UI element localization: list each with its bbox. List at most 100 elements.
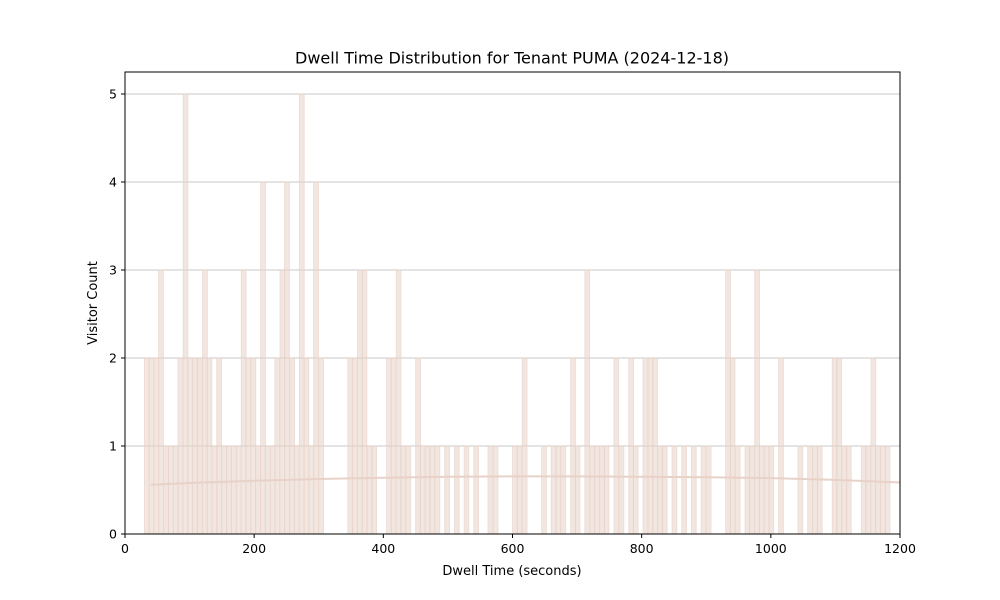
y-tick-label: 4 [109,175,117,190]
y-axis-ticks: 0 1 2 3 4 5 [109,87,125,542]
bar [768,445,775,535]
bar [758,445,765,535]
bar [812,445,819,535]
bar [729,357,736,535]
x-tick-label: 400 [371,541,395,556]
bar [313,181,319,535]
bar [570,357,576,535]
bar [763,445,770,535]
bar [642,357,649,535]
bar [473,445,479,535]
bar [153,357,160,535]
bar [516,445,523,535]
bar [632,445,639,535]
bar [303,357,310,535]
bar [235,445,242,535]
bar [231,445,237,535]
bar [778,357,784,535]
bar [661,445,668,535]
bar [351,357,358,535]
bar [754,269,760,535]
bar [192,357,199,535]
bar [255,445,261,535]
bar [444,445,450,535]
bar [298,93,305,535]
bar [845,445,852,535]
bar [250,357,257,535]
bar [725,269,731,535]
bar [521,357,528,535]
bar [167,445,174,535]
bar [434,445,441,535]
bar [240,269,247,535]
bar [143,357,150,535]
bar [361,269,368,535]
bar [289,357,295,535]
bar [211,445,218,535]
bar [875,445,881,535]
y-tick-label: 2 [109,351,117,366]
bar [158,269,164,535]
bar [700,445,707,535]
y-tick-label: 3 [109,263,117,278]
trend-line-group [150,475,901,486]
bar [865,445,872,535]
bar [836,357,842,535]
bar [284,181,290,535]
bar [264,445,271,535]
bar [492,445,499,535]
bar [807,445,813,535]
bar [618,445,625,535]
bar [734,445,741,535]
trend-line [150,475,901,486]
bar [463,445,470,535]
x-axis-label: Dwell Time (seconds) [442,564,581,579]
bar [182,93,189,535]
bar [405,445,412,535]
bar [293,445,300,535]
bar [860,445,867,535]
bar [594,445,600,535]
bar [831,357,838,535]
bar [550,445,557,535]
bar [177,357,184,535]
bar [797,445,804,535]
bar [841,445,848,535]
bars [143,93,891,535]
bar [245,357,252,535]
y-tick-label: 5 [109,87,117,102]
bar [599,445,605,535]
bar [541,445,547,535]
bar [357,269,363,535]
bar [187,357,193,535]
bar [589,445,596,535]
bar [386,357,392,535]
bar [880,445,886,535]
bar [555,445,562,535]
bar [429,445,436,535]
bar [308,445,315,535]
chart-title: Dwell Time Distribution for Tenant PUMA … [295,49,729,68]
y-tick-label: 1 [109,439,117,454]
x-axis-ticks: 0 200 400 600 800 1000 1200 [121,534,916,556]
bar [216,357,222,535]
bar [318,357,324,535]
x-tick-label: 200 [242,541,266,556]
x-tick-label: 1200 [884,541,916,556]
x-tick-label: 800 [630,541,654,556]
bar [196,357,203,535]
bar [347,357,354,535]
bar [415,357,421,535]
bar [870,357,877,535]
bar [163,445,169,535]
bar [884,445,891,535]
x-tick-label: 600 [501,541,525,556]
bar [816,445,823,535]
bar [671,445,678,535]
bar [690,445,697,535]
bar [705,445,712,535]
bar [202,269,208,535]
bar [487,445,494,535]
bar [371,445,377,535]
